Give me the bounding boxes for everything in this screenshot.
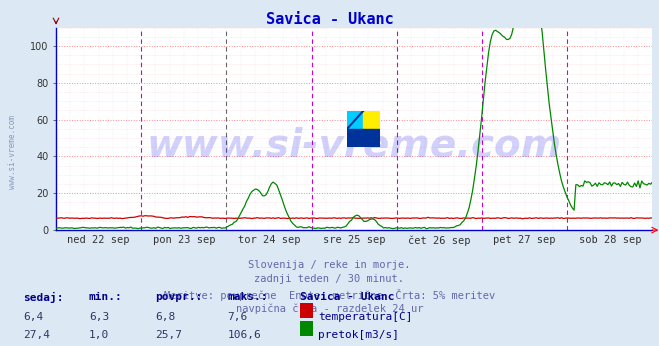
Text: min.:: min.: [89,292,123,302]
Text: povpr.:: povpr.: [155,292,202,302]
Text: sedaj:: sedaj: [23,292,63,303]
Text: www.si-vreme.com: www.si-vreme.com [8,115,17,189]
Text: ned 22 sep: ned 22 sep [67,235,130,245]
Text: zadnji teden / 30 minut.: zadnji teden / 30 minut. [254,274,405,284]
Bar [364,129,380,147]
Text: Slovenija / reke in morje.: Slovenija / reke in morje. [248,260,411,270]
Text: sob 28 sep: sob 28 sep [579,235,641,245]
Text: 6,3: 6,3 [89,312,109,322]
Text: maks.:: maks.: [227,292,268,302]
Text: pet 27 sep: pet 27 sep [494,235,556,245]
Text: sre 25 sep: sre 25 sep [323,235,386,245]
Bar [347,111,364,129]
Text: čet 26 sep: čet 26 sep [408,235,471,246]
Text: Savica - Ukanc: Savica - Ukanc [266,12,393,27]
Text: temperatura[C]: temperatura[C] [318,312,413,322]
Text: 25,7: 25,7 [155,330,182,340]
Text: 6,8: 6,8 [155,312,175,322]
Text: pon 23 sep: pon 23 sep [153,235,215,245]
Text: Meritve: povprečne  Enote: metrične  Črta: 5% meritev: Meritve: povprečne Enote: metrične Črta:… [164,289,495,301]
Text: 106,6: 106,6 [227,330,261,340]
Text: www.si-vreme.com: www.si-vreme.com [146,126,562,164]
Text: pretok[m3/s]: pretok[m3/s] [318,330,399,340]
Text: 27,4: 27,4 [23,330,50,340]
Text: navpična črta - razdelek 24 ur: navpična črta - razdelek 24 ur [236,303,423,313]
Bar [347,129,364,147]
Text: Savica - Ukanc: Savica - Ukanc [300,292,394,302]
Text: 7,6: 7,6 [227,312,248,322]
Bar [364,111,380,129]
Text: 1,0: 1,0 [89,330,109,340]
Text: tor 24 sep: tor 24 sep [238,235,301,245]
Text: 6,4: 6,4 [23,312,43,322]
